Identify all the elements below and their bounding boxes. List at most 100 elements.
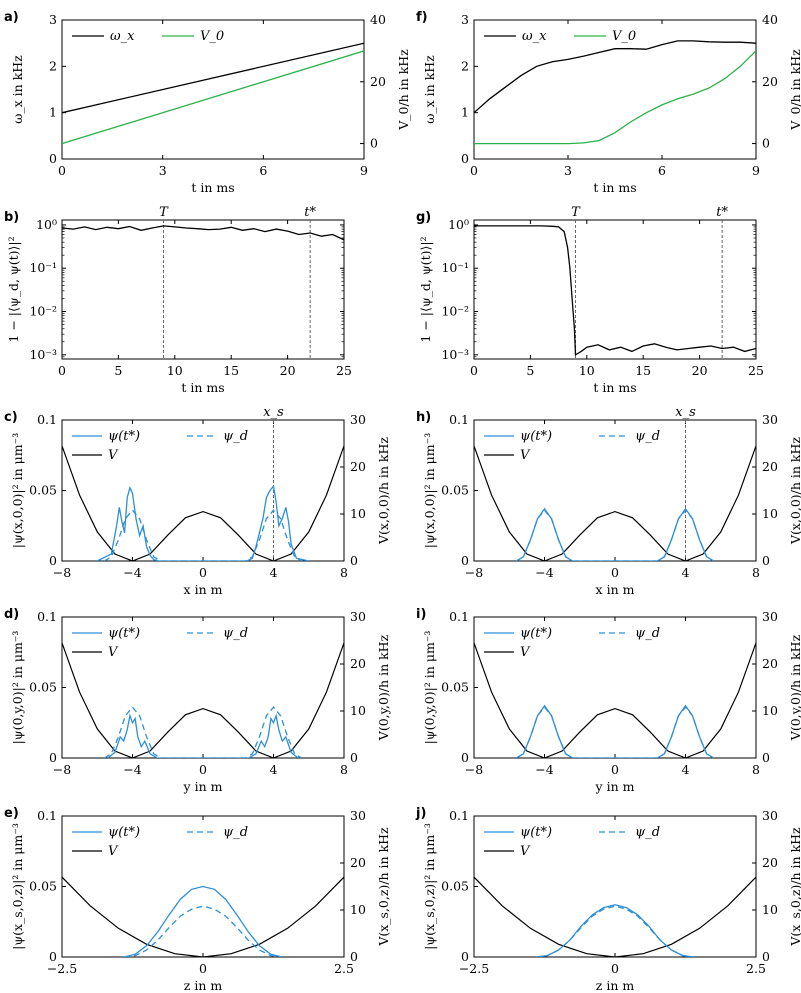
y2-tick-label: 30 [350,412,366,427]
y-tick-label: 0.05 [29,483,57,498]
legend-label: ψ(t*) [108,429,140,444]
y2-axis-label: V_0/h in kHz [788,49,801,131]
y-tick-label: 3 [49,12,57,27]
x-tick-label: 9 [360,163,368,178]
panel-b: 0 5 10 15 20 25 10⁻³ 10⁻² 10⁻¹ 10⁰ t in ms 1 − |⟨ψ_… [4,205,352,395]
x-tick-label: 0 [611,565,619,580]
legend-label: V [520,645,531,660]
series-line [123,905,283,957]
series-line [535,905,695,957]
y-axis-label: |ψ(x_s,0,z)|² in μm⁻³ [10,823,25,950]
y2-tick-label: 0 [762,136,770,151]
y2-tick-label: 20 [762,459,778,474]
x-tick-label: 4 [270,565,278,580]
panel-label: a) [4,10,19,25]
x-axis-label: y in m [595,779,635,794]
series-line [107,713,299,758]
plot-area [474,420,756,561]
x-tick-label: −8 [53,762,71,777]
y2-tick-label: 20 [350,459,366,474]
y-tick-label: 0.05 [441,680,469,695]
plot-area [62,220,344,359]
x-tick-label: 3 [564,163,572,178]
plot-frame [61,219,345,360]
y2-tick-label: 0 [370,136,378,151]
y-tick-label: 0.1 [449,412,469,427]
y2-tick-label: 30 [762,808,778,823]
y2-axis-label: V(x,0,0)/h in kHz [376,437,391,545]
legend-label: ψ_d [635,429,660,444]
series-line [515,509,715,561]
y2-tick-label: 0 [350,750,358,765]
panel-label: g) [416,210,431,225]
legend: ψ(t*) ψ_d V [484,626,660,660]
y-tick-label: 10⁻² [29,304,57,319]
potential-line [62,445,344,561]
marker-label: t* [716,205,728,220]
y-tick-label: 10⁻¹ [29,260,57,275]
y2-tick-label: 30 [762,609,778,624]
plot-frame [61,19,365,160]
panel-label: d) [4,607,19,622]
potential-line [474,642,756,758]
legend-label: V [108,645,119,660]
y2-tick-label: 20 [370,74,386,89]
y-tick-label: 2 [49,58,57,73]
x-tick-label: 2.5 [746,961,766,976]
x-tick-label: −8 [53,565,71,580]
series-line [474,225,756,356]
y2-tick-label: 20 [762,855,778,870]
x-tick-label: 3 [159,163,167,178]
y2-axis-label: V_0/h in kHz [396,49,411,131]
x-tick-label: 20 [280,363,296,378]
y-tick-label: 0.05 [441,879,469,894]
y-tick-label: 0 [461,750,469,765]
y2-tick-label: 10 [762,703,778,718]
x-tick-label: −4 [535,565,553,580]
y-tick-label: 0 [461,553,469,568]
potential-line [474,445,756,561]
legend: ψ(t*) ψ_d V [72,626,248,660]
x-axis-label: z in m [596,978,635,993]
legend-label: ψ(t*) [520,626,552,641]
x-tick-label: 25 [336,363,352,378]
y2-tick-label: 30 [350,609,366,624]
x-tick-label: 9 [752,163,760,178]
legend-label: V_0 [200,29,224,44]
x-tick-label: −2.5 [459,961,489,976]
legend-label: ψ_d [635,626,660,641]
x-tick-label: 15 [635,363,651,378]
x-tick-label: −4 [123,762,141,777]
series-line [123,885,283,957]
x-axis-label: t in ms [593,180,636,195]
y-tick-label: 1 [49,105,57,120]
y2-tick-label: 0 [350,949,358,964]
y2-tick-label: 0 [762,949,770,964]
y-tick-label: 10⁻³ [29,347,57,362]
x-tick-label: 8 [752,565,760,580]
x-tick-label: 6 [259,163,267,178]
x-tick-label: 10 [167,363,183,378]
y-tick-label: 0.1 [449,808,469,823]
y2-tick-label: 30 [762,412,778,427]
x-tick-label: 0 [611,961,619,976]
x-tick-label: 4 [682,762,690,777]
series-line [62,50,364,145]
legend-label: ψ_d [635,825,660,840]
x-tick-label: 5 [114,363,122,378]
series-line [97,484,309,561]
panel-label: i) [416,607,426,622]
series-line [515,704,715,758]
y2-tick-label: 0 [762,750,770,765]
legend: ψ(t*) ψ_d V [484,429,660,463]
y-tick-label: 0.05 [441,483,469,498]
panel-label: h) [416,410,431,425]
legend-label: V_0 [612,29,636,44]
legend-label: ψ_d [223,429,248,444]
